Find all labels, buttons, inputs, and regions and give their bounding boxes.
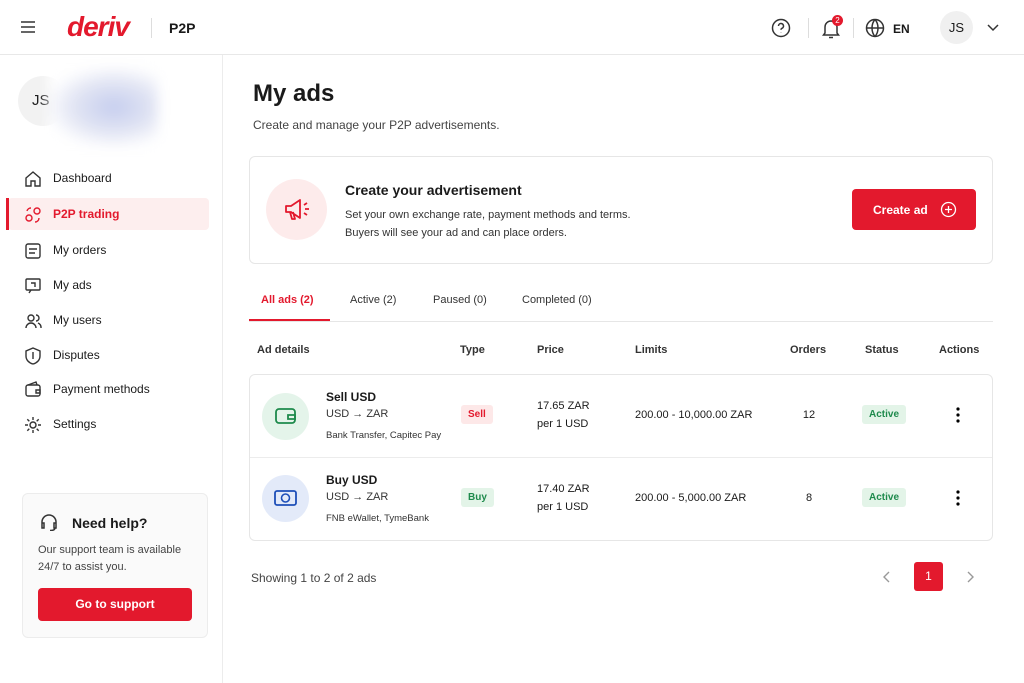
globe-icon[interactable] — [865, 18, 885, 38]
divider — [808, 18, 809, 38]
page-subtitle: Create and manage your P2P advertisement… — [253, 118, 500, 132]
tab[interactable]: Paused (0) — [433, 294, 487, 306]
currency-pair: USD → ZAR — [326, 408, 389, 420]
actions-menu[interactable] — [954, 489, 962, 507]
column-header: Ad details — [257, 344, 310, 356]
prev-page[interactable] — [882, 571, 892, 583]
promo-line: Set your own exchange rate, payment meth… — [345, 209, 631, 221]
create-ad-label: Create ad — [873, 203, 928, 217]
notification-badge: 2 — [832, 15, 843, 26]
orders: 12 — [802, 409, 816, 421]
logo[interactable]: deriv — [67, 11, 130, 42]
row-icon — [262, 393, 309, 440]
blurred-profile — [48, 67, 158, 147]
column-header: Limits — [635, 344, 668, 356]
footer-summary: Showing 1 to 2 of 2 ads — [251, 571, 377, 585]
tab[interactable]: All ads (2) — [261, 294, 314, 306]
support-button[interactable]: Go to support — [38, 588, 192, 621]
limits: 200.00 - 10,000.00 ZAR — [635, 409, 753, 421]
table-body — [249, 374, 993, 541]
help-card: Need help? Our support team is available… — [22, 493, 208, 638]
page-title: My ads — [253, 80, 335, 107]
divider — [853, 18, 854, 38]
currency-pair: USD → ZAR — [326, 491, 389, 503]
nav-icon — [25, 278, 41, 294]
nav-item[interactable]: Payment methods — [8, 373, 209, 405]
nav-icon — [25, 347, 41, 365]
type-badge: Buy — [461, 488, 494, 507]
price-unit: per 1 USD — [537, 501, 589, 513]
ad-title: Buy USD — [326, 473, 378, 487]
status-badge: Active — [862, 488, 907, 507]
divider — [151, 18, 152, 38]
promo-icon — [266, 179, 327, 240]
headset-icon — [41, 514, 57, 531]
sidebar: JS Need help? Our support team is availa… — [0, 55, 223, 683]
orders: 8 — [805, 492, 813, 504]
menu-icon[interactable] — [20, 20, 36, 34]
tab-underline — [249, 319, 330, 321]
tab-divider — [249, 321, 993, 322]
promo-card: Create your advertisement Set your own e… — [249, 156, 993, 264]
nav-item[interactable]: P2P trading — [6, 198, 209, 230]
status-badge: Active — [862, 405, 907, 424]
next-page[interactable] — [965, 571, 975, 583]
nav-item[interactable]: My users — [8, 304, 209, 336]
row-divider — [250, 457, 992, 458]
payment-methods: FNB eWallet, TymeBank — [326, 513, 429, 524]
actions-menu[interactable] — [954, 406, 962, 424]
nav-icon — [25, 171, 41, 187]
row-icon — [262, 475, 309, 522]
nav-icon — [25, 314, 42, 329]
nav-icon — [25, 417, 41, 433]
price-unit: per 1 USD — [537, 418, 589, 430]
column-header: Orders — [790, 344, 827, 356]
nav-item[interactable]: Disputes — [8, 339, 209, 371]
language[interactable]: EN — [893, 22, 910, 36]
tab[interactable]: Completed (0) — [522, 294, 592, 306]
limits: 200.00 - 5,000.00 ZAR — [635, 492, 747, 504]
column-header: Type — [460, 344, 485, 356]
nav-icon — [25, 243, 41, 259]
promo-title: Create your advertisement — [345, 182, 522, 198]
product-name: P2P — [169, 20, 196, 36]
help-title: Need help? — [72, 515, 148, 531]
price: 17.65 ZAR — [537, 400, 590, 412]
create-ad-button[interactable]: Create ad — [852, 189, 976, 230]
ad-title: Sell USD — [326, 390, 377, 404]
nav-item[interactable]: My ads — [8, 269, 209, 301]
nav-item[interactable]: My orders — [8, 234, 209, 266]
nav-item[interactable]: Settings — [8, 408, 209, 440]
payment-methods: Bank Transfer, Capitec Pay — [326, 430, 442, 441]
nav-icon — [25, 381, 41, 397]
help-icon[interactable] — [771, 18, 791, 38]
promo-line: Buyers will see your ad and can place or… — [345, 227, 567, 239]
nav-item[interactable]: Dashboard — [8, 162, 209, 194]
chevron-down[interactable] — [987, 24, 999, 32]
current-page[interactable]: 1 — [914, 562, 943, 591]
header: deriv P2P 2 EN JS — [0, 0, 1024, 55]
help-text: Our support team is available 24/7 to as… — [38, 544, 182, 573]
column-header: Status — [865, 344, 899, 356]
column-header: Price — [537, 344, 564, 356]
column-header: Actions — [939, 344, 980, 356]
price: 17.40 ZAR — [537, 483, 590, 495]
type-badge: Sell — [461, 405, 493, 424]
nav-icon — [25, 207, 41, 223]
tab[interactable]: Active (2) — [350, 294, 397, 306]
avatar[interactable]: JS — [940, 11, 973, 44]
